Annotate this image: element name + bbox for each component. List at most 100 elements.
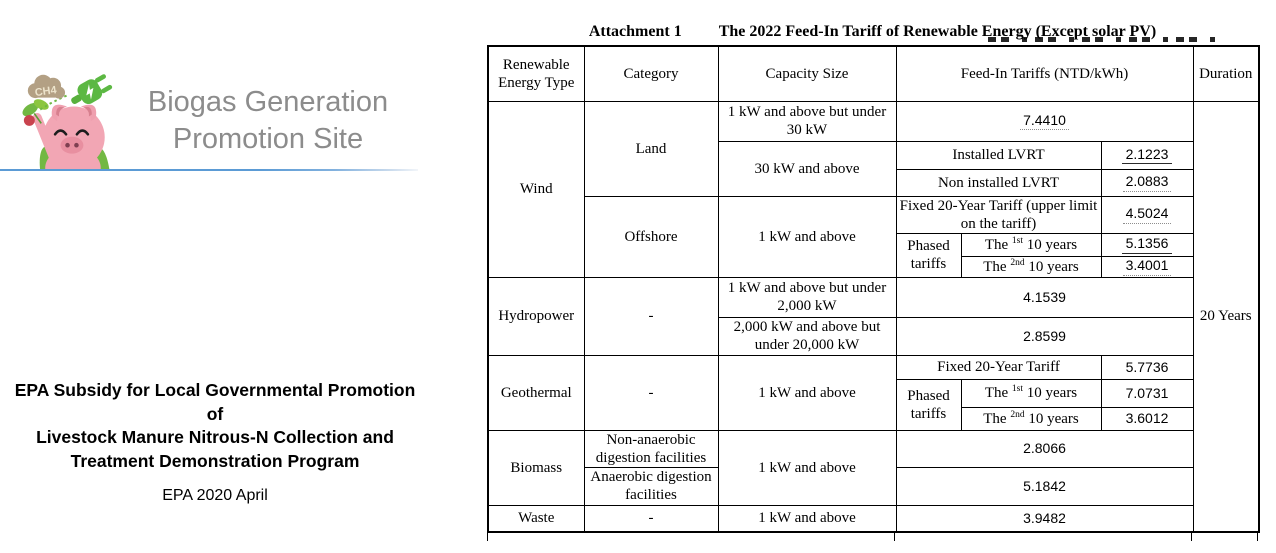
value-biomass-non-anaerobic: 2.8066	[895, 429, 1194, 468]
value-wind-non-installed: 2.0883	[1100, 168, 1194, 197]
program-title-line2: Livestock Manure Nitrous-N Collection an…	[36, 427, 394, 447]
table-row: Phased tariffs The 1st 10 years 5.1356	[488, 232, 1259, 278]
program-title-line1: EPA Subsidy for Local Governmental Promo…	[14, 380, 416, 424]
clipped-next-row	[487, 532, 1258, 541]
cell-cap-wind-large: 30 kW and above	[717, 140, 897, 197]
site-title-line2: Promotion Site	[172, 123, 364, 155]
value-offshore-fixed: 4.5024	[1100, 195, 1194, 234]
cell-hydro-category: -	[583, 276, 719, 356]
value-geo-fixed: 5.7736	[1100, 354, 1194, 380]
ch4-cloud-icon: CH4	[27, 74, 66, 99]
site-title: Biogas Generation Promotion Site	[112, 84, 424, 158]
table-row: The 2nd 10 years 3.6012	[488, 406, 1259, 431]
pig-ear-right-inner	[83, 106, 92, 117]
cell-wind: Wind	[487, 100, 585, 278]
cell-offshore: Offshore	[583, 195, 719, 278]
pig-ear-left	[51, 104, 68, 122]
attachment-label: Attachment 1	[588, 23, 682, 40]
table-row: Non installed LVRT 2.0883	[488, 168, 1259, 197]
methane-flow-dotted-line	[39, 93, 70, 111]
cell-anaerobic: Anaerobic digestion facilities	[583, 466, 719, 506]
value-offshore-second: 3.4001	[1100, 255, 1194, 278]
cell-cap-offshore: 1 kW and above	[717, 195, 897, 278]
cell-offshore-phased-label: Phased tariffs	[895, 232, 962, 278]
attachment-title: The 2022 Feed-In Tariff of Renewable Ene…	[718, 23, 1157, 40]
cell-geo-first-10y: The 1st 10 years	[960, 378, 1102, 408]
cell-cap-geo: 1 kW and above	[717, 354, 897, 431]
header-tariffs: Feed-In Tariffs (NTD/kWh)	[895, 45, 1194, 102]
header-duration: Duration	[1192, 45, 1260, 102]
attachment-heading: Attachment 1 The 2022 Feed-In Tariff of …	[487, 23, 1258, 41]
clipped-text-fragment	[988, 37, 1218, 42]
value-waste: 3.9482	[895, 504, 1194, 533]
header-capacity: Capacity Size	[717, 45, 897, 102]
pig-ear-left-inner	[56, 106, 65, 117]
pig-ear-right	[80, 104, 97, 122]
pig-snout	[60, 136, 84, 154]
cell-non-installed-lvrt: Non installed LVRT	[895, 168, 1102, 197]
cell-geo-category: -	[583, 354, 719, 431]
cell-waste-category: -	[583, 504, 719, 533]
program-date: EPA 2020 April	[162, 487, 268, 504]
branch	[33, 113, 42, 124]
cell-hydropower: Hydropower	[487, 276, 585, 356]
value-wind-installed: 2.1223	[1100, 140, 1194, 170]
table-row: Offshore 1 kW and above Fixed 20-Year Ta…	[488, 195, 1259, 278]
pig-nostril-right	[74, 142, 79, 148]
cell-offshore-first-10y: The 1st 10 years	[960, 232, 1102, 257]
table-header-row: Renewable Energy Type Category Capacity …	[487, 45, 1260, 102]
table-row: 2,000 kW and above but under 20,000 kW 2…	[488, 316, 1259, 356]
table-row: The 2nd 10 years 3.4001	[488, 255, 1259, 278]
cell-duration-value: 20 Years	[1192, 100, 1260, 533]
value-geo-second: 3.6012	[1100, 406, 1194, 431]
cell-geo-fixed-label: Fixed 20-Year Tariff	[895, 354, 1102, 380]
table-row: Wind Land 1 kW and above but under 30 kW…	[487, 100, 1260, 533]
cell-geothermal: Geothermal	[487, 354, 585, 431]
cell-cap-waste: 1 kW and above	[717, 504, 897, 533]
feed-in-tariff-table: Renewable Energy Type Category Capacity …	[487, 45, 1261, 533]
cloud-label: CH4	[34, 84, 57, 99]
leaf-icon	[33, 99, 49, 110]
table-row: Hydropower - 1 kW and above but under 2,…	[487, 276, 1259, 356]
cell-waste: Waste	[487, 504, 585, 533]
cell-cap-wind-small: 1 kW and above but under 30 kW	[717, 100, 897, 142]
lightning-bolt-icon	[86, 84, 94, 100]
plug-icon	[71, 74, 113, 105]
cell-cap-hydro-small: 1 kW and above but under 2,000 kW	[717, 276, 897, 318]
clipped-next-row-divider	[1191, 533, 1192, 541]
value-offshore-first: 5.1356	[1100, 232, 1194, 257]
tariff-table-wrap: Renewable Energy Type Category Capacity …	[487, 45, 1261, 533]
pig-eye-left	[53, 129, 68, 136]
cell-cap-hydro-large: 2,000 kW and above but under 20,000 kW	[717, 316, 897, 356]
program-title: EPA Subsidy for Local Governmental Promo…	[8, 379, 422, 473]
pig-nostril-left	[65, 142, 70, 148]
program-title-block: EPA Subsidy for Local Governmental Promo…	[8, 379, 422, 505]
value-hydro-small: 4.1539	[895, 276, 1194, 318]
cell-non-anaerobic: Non-anaerobic digestion facilities	[583, 429, 719, 468]
accent-divider-line	[0, 169, 418, 171]
apple-icon	[23, 114, 35, 126]
value-hydro-large: 2.8599	[895, 316, 1194, 356]
table-row: Anaerobic digestion facilities 5.1842	[488, 466, 1259, 506]
cell-biomass: Biomass	[487, 429, 585, 506]
cell-cap-biomass: 1 kW and above	[717, 429, 897, 506]
pig-eye-right	[75, 129, 90, 136]
table-row: Geothermal - 1 kW and above Fixed 20-Yea…	[487, 354, 1259, 431]
site-title-line1: Biogas Generation	[147, 86, 389, 118]
cell-offshore-fixed-label: Fixed 20-Year Tariff (upper limit on the…	[895, 195, 1102, 234]
value-geo-first: 7.0731	[1100, 378, 1194, 408]
program-title-line3: Treatment Demonstration Program	[70, 450, 360, 471]
header-energy-type: Renewable Energy Type	[487, 45, 585, 102]
table-row: 30 kW and above Installed LVRT 2.1223	[488, 140, 1259, 197]
cell-land: Land	[583, 100, 719, 197]
header-category: Category	[583, 45, 719, 102]
cell-installed-lvrt: Installed LVRT	[895, 140, 1102, 170]
cell-offshore-second-10y: The 2nd 10 years	[960, 255, 1102, 278]
clipped-next-row-divider	[894, 533, 895, 541]
table-row: Waste - 1 kW and above 3.9482	[487, 504, 1259, 533]
biogas-pig-logo-icon: CH4	[22, 74, 113, 171]
value-biomass-anaerobic: 5.1842	[895, 466, 1194, 506]
value-wind-small: 7.4410	[895, 100, 1194, 142]
table-row: Biomass Non-anaerobic digestion faciliti…	[487, 429, 1259, 506]
